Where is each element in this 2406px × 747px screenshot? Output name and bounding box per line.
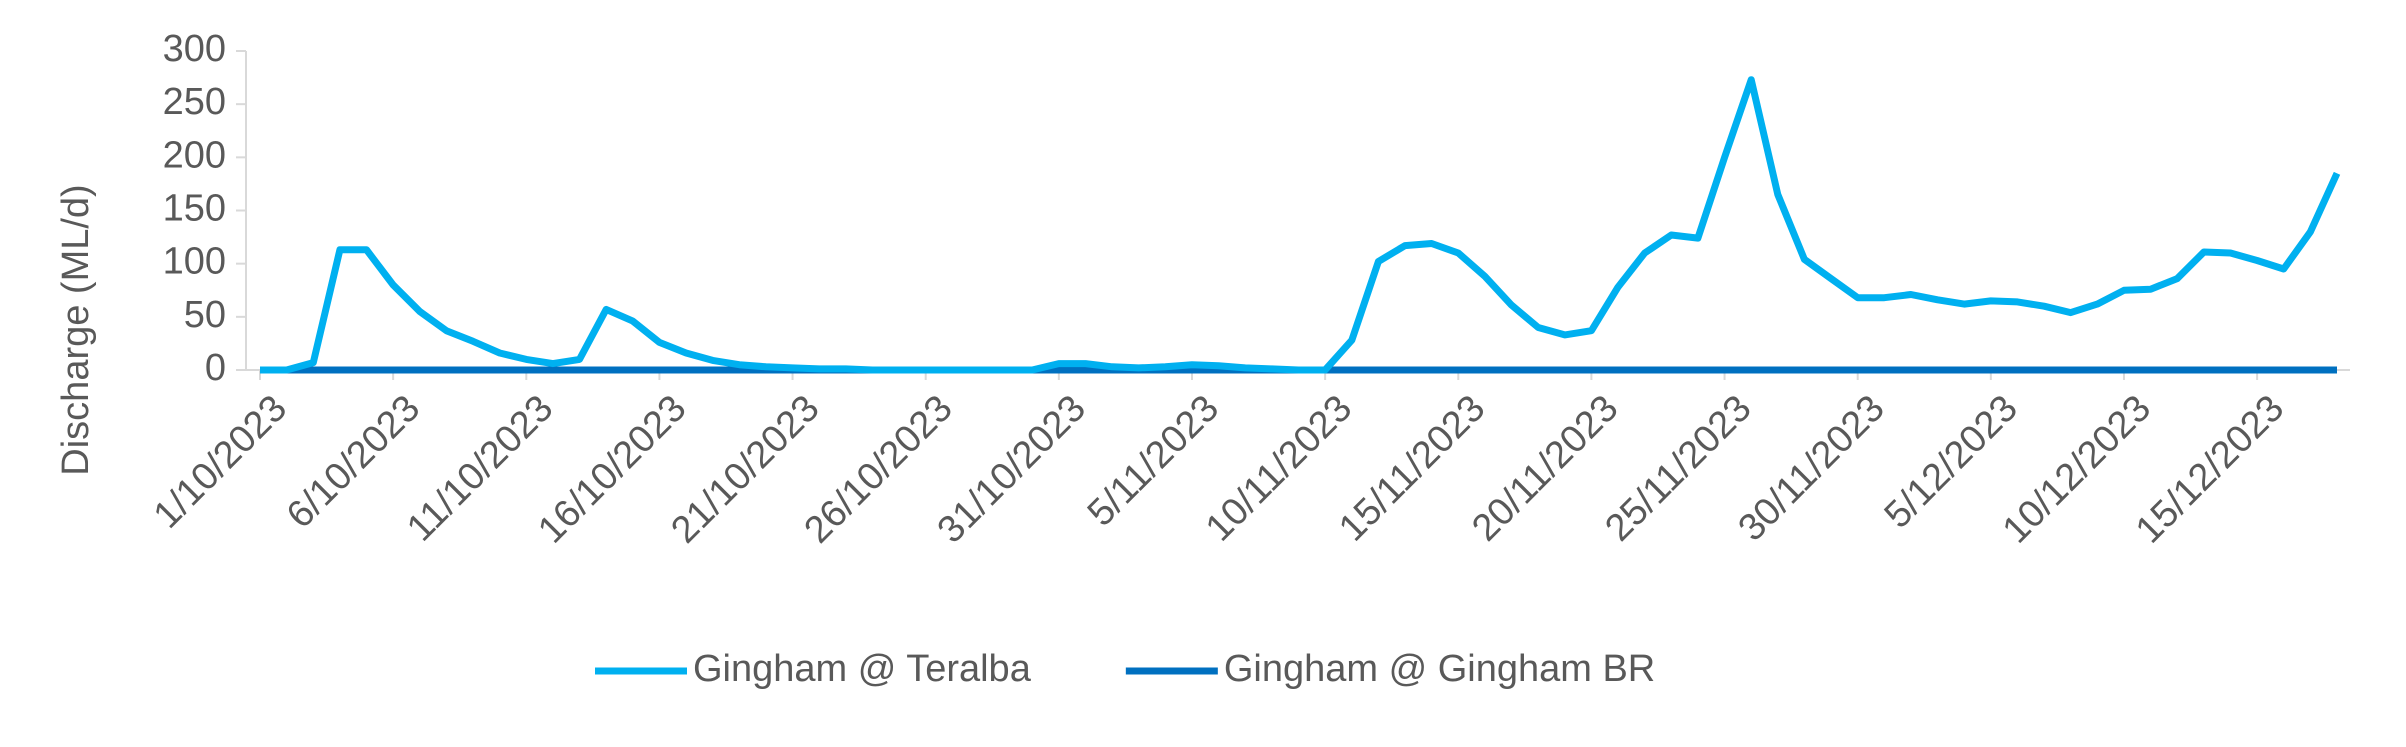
x-tick-label: 1/10/2023	[146, 387, 295, 536]
y-tick-label: 250	[163, 81, 226, 123]
y-axis-title: Discharge (ML/d)	[55, 184, 97, 475]
y-tick-label: 150	[163, 188, 226, 230]
y-tick-label: 100	[163, 241, 226, 283]
legend-label: Gingham @ Gingham BR	[1224, 648, 1655, 690]
y-tick-label: 300	[163, 28, 226, 70]
y-tick-label: 200	[163, 134, 226, 176]
y-tick-label: 50	[184, 294, 226, 336]
y-tick-label: 0	[205, 347, 226, 389]
x-tick-label: 30/11/2023	[1731, 387, 1893, 549]
series-line	[260, 76, 2341, 374]
legend-label: Gingham @ Teralba	[693, 648, 1032, 690]
